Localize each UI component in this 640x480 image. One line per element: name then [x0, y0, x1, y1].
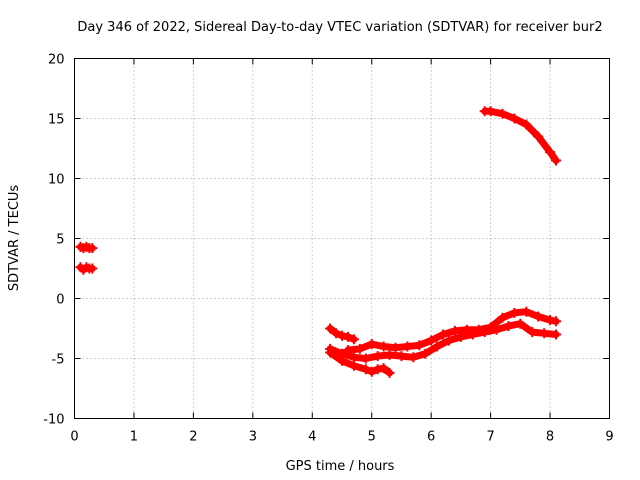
data-point — [87, 243, 98, 254]
chart-title: Day 346 of 2022, Sidereal Day-to-day VTE… — [77, 20, 602, 35]
y-tick-label: -10 — [43, 413, 64, 428]
data-point — [390, 342, 401, 353]
data-point — [342, 331, 353, 342]
data-point — [503, 321, 514, 332]
x-tick-label: 9 — [605, 430, 613, 445]
data-point — [325, 343, 336, 354]
data-point — [337, 330, 347, 341]
data-point — [521, 306, 532, 317]
data-point — [325, 323, 336, 334]
data-point — [402, 341, 413, 352]
data-point — [348, 360, 359, 371]
data-point — [533, 311, 544, 322]
x-axis-label: GPS time / hours — [286, 459, 395, 474]
grid — [74, 58, 610, 419]
data-point — [360, 364, 371, 375]
y-tick-label: 20 — [48, 53, 65, 68]
data-point — [521, 119, 532, 130]
data-point — [473, 324, 484, 335]
x-tick-label: 7 — [486, 430, 494, 445]
x-tick-label: 0 — [70, 430, 78, 445]
data-point — [551, 329, 561, 340]
data-point — [444, 335, 454, 346]
x-tick-label: 4 — [308, 430, 316, 445]
data-point — [348, 352, 359, 363]
data-point — [331, 328, 342, 339]
y-tick-label: 5 — [56, 233, 64, 248]
data-point — [396, 351, 407, 362]
axis-ticks: 0 1 2 3 4 5 6 7 8 9 -10 -5 0 5 10 15 20 — [43, 53, 613, 445]
data-point — [551, 316, 561, 327]
data-point — [384, 367, 395, 378]
data-point — [539, 328, 550, 339]
x-tick-label: 1 — [130, 430, 138, 445]
data-point — [485, 322, 496, 333]
data-point — [432, 341, 443, 352]
data-point — [515, 318, 526, 329]
data-point — [337, 348, 347, 359]
data-point — [527, 327, 538, 338]
series-line-arc-6 — [326, 320, 560, 362]
data-point — [533, 131, 544, 142]
data-point — [551, 155, 561, 166]
data-point — [497, 312, 508, 323]
data-point — [342, 345, 353, 356]
data-point — [426, 335, 437, 346]
data-point — [366, 366, 377, 377]
data-point — [378, 341, 389, 352]
data-point — [366, 339, 377, 350]
data-point — [497, 108, 508, 119]
data-point — [372, 351, 383, 362]
x-tick-label: 2 — [189, 430, 197, 445]
data-point — [509, 113, 520, 124]
data-point — [384, 349, 395, 360]
data-point — [360, 353, 371, 364]
data-point — [449, 325, 460, 336]
y-tick-label: 0 — [56, 293, 64, 308]
y-tick-label: 10 — [48, 173, 65, 188]
y-axis-label: SDTVAR / TECUs — [7, 185, 22, 292]
y-tick-label: 15 — [48, 113, 65, 128]
data-point — [509, 307, 520, 318]
data-point — [408, 352, 419, 363]
x-tick-label: 5 — [368, 430, 376, 445]
data-point — [545, 315, 556, 326]
data-point — [420, 348, 431, 359]
data-point — [348, 334, 359, 345]
data-point — [414, 340, 425, 351]
plot-series — [75, 106, 561, 378]
x-tick-label: 8 — [546, 430, 554, 445]
data-point — [378, 363, 389, 374]
data-point — [485, 106, 496, 117]
y-tick-label: -5 — [52, 353, 65, 368]
data-point — [372, 364, 383, 375]
data-point — [545, 147, 556, 158]
x-tick-label: 6 — [427, 430, 435, 445]
data-point — [354, 343, 365, 354]
data-point — [461, 324, 472, 335]
data-point — [438, 329, 449, 340]
x-tick-label: 3 — [249, 430, 257, 445]
data-point — [87, 263, 98, 274]
